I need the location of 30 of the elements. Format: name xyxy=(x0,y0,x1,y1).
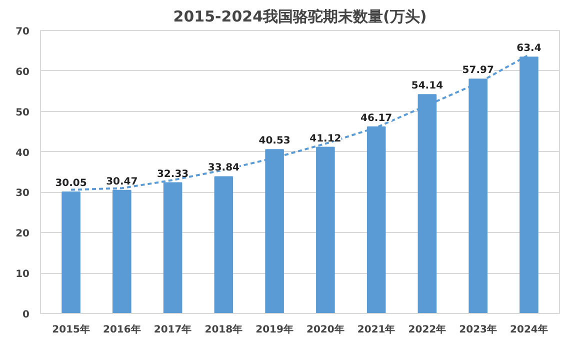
y-tick-label: 60 xyxy=(16,66,30,78)
x-tick-label: 2022年 xyxy=(408,324,446,336)
data-label: 63.4 xyxy=(516,43,542,54)
y-tick-label: 50 xyxy=(16,107,30,118)
x-tick-label: 2021年 xyxy=(357,324,396,336)
data-label: 46.17 xyxy=(360,112,392,124)
data-label: 33.84 xyxy=(208,162,240,174)
chart-title: 2015-2024我国骆驼期末数量(万头) xyxy=(173,8,427,26)
x-tick-label: 2024年 xyxy=(510,324,548,336)
data-label: 54.14 xyxy=(411,80,444,92)
y-tick-label: 70 xyxy=(16,26,30,38)
x-tick-label: 2023年 xyxy=(459,324,498,336)
data-label: 32.33 xyxy=(156,168,189,180)
data-label: 30.05 xyxy=(55,178,87,190)
bar xyxy=(214,176,234,314)
x-tick-label: 2016年 xyxy=(102,324,141,336)
data-label: 57.97 xyxy=(462,65,494,76)
y-tick-label: 0 xyxy=(22,310,30,320)
data-label: 40.53 xyxy=(258,136,290,147)
data-label: 41.12 xyxy=(310,133,342,144)
x-tick-label: 2018年 xyxy=(204,324,243,336)
y-tick-label: 40 xyxy=(16,148,30,159)
x-tick-label: 2020年 xyxy=(306,324,344,336)
y-tick-label: 30 xyxy=(16,188,30,200)
y-tick-label: 10 xyxy=(16,269,30,280)
x-tick-label: 2017年 xyxy=(154,324,192,336)
data-label: 30.47 xyxy=(106,176,138,188)
x-tick-label: 2015年 xyxy=(52,324,90,336)
y-tick-label: 20 xyxy=(16,228,30,240)
x-tick-label: 2019年 xyxy=(256,324,294,336)
